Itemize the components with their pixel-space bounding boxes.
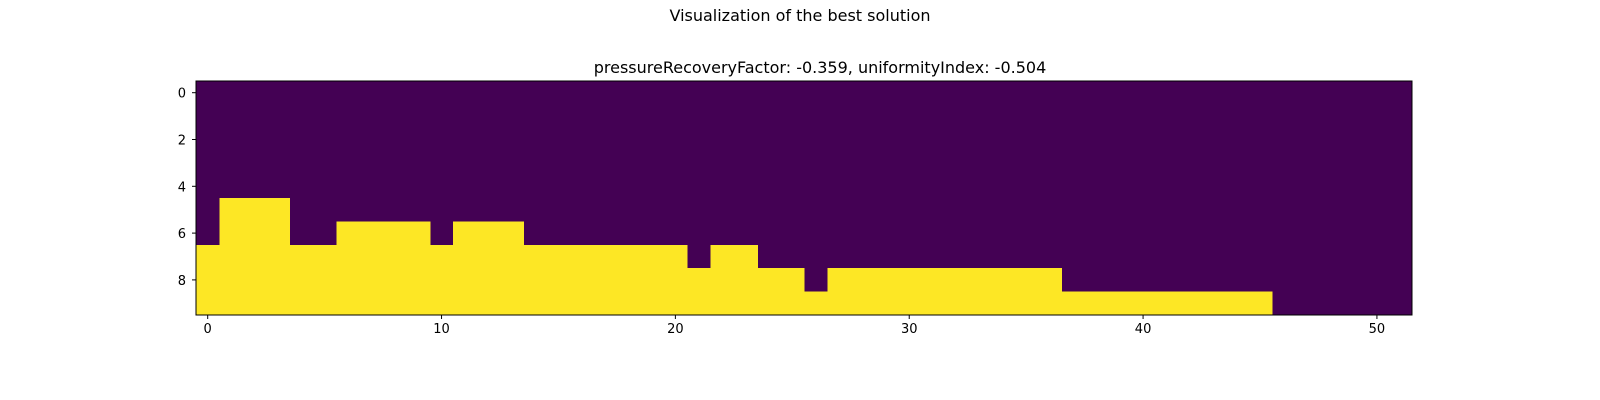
heatmap-cell-column (640, 244, 665, 315)
heatmap-cell-column (383, 221, 408, 315)
heatmap-cell-column (967, 268, 992, 315)
heatmap-cell-column (1131, 291, 1156, 315)
x-tick-label: 10 (433, 322, 450, 337)
heatmap-cell-column (991, 268, 1016, 315)
heatmap-cell-column (429, 244, 454, 315)
heatmap-cell-column (242, 198, 267, 315)
x-tick-label: 50 (1369, 322, 1386, 337)
y-axis-ticks: 0 2 4 6 8 (178, 87, 196, 289)
heatmap-cells (196, 81, 1412, 315)
heatmap-cell-column (1154, 291, 1179, 315)
x-tick-label: 0 (204, 322, 212, 337)
heatmap-cell-column (733, 244, 758, 315)
axes-title: pressureRecoveryFactor: -0.359, uniformi… (593, 58, 1047, 77)
axes-frame (195, 80, 1413, 316)
y-tick-label: 0 (178, 87, 186, 102)
heatmap-cell-column (920, 268, 945, 315)
heatmap-cell-column (1201, 291, 1226, 315)
y-tick-label: 2 (178, 134, 186, 149)
heatmap-cell-column (219, 198, 244, 315)
heatmap-cell-column (850, 268, 875, 315)
y-tick-label: 8 (178, 274, 186, 289)
heatmap-cell-column (336, 221, 361, 315)
heatmap-cell-column (570, 244, 595, 315)
heatmap-cell-column (476, 221, 501, 315)
heatmap-cell-column (757, 268, 782, 315)
y-tick-label: 4 (178, 180, 186, 195)
heatmap-cell-column (359, 221, 384, 315)
x-axis-ticks: 0 10 20 30 40 50 (204, 315, 1386, 337)
x-tick-label: 20 (667, 322, 684, 337)
heatmap-cell-column (1061, 291, 1086, 315)
heatmap-cell-column (1224, 291, 1249, 315)
heatmap-cell-column (663, 244, 688, 315)
heatmap-cell-column (453, 221, 478, 315)
heatmap-cell-column (1108, 291, 1132, 315)
heatmap-cell-column (196, 244, 220, 315)
heatmap-cell-column (593, 244, 618, 315)
x-tick-label: 30 (901, 322, 918, 337)
heatmap-cell-column (827, 268, 852, 315)
heatmap-cell-column (312, 244, 337, 315)
heatmap-cell-column (1037, 268, 1062, 315)
heatmap-cell-column (874, 268, 899, 315)
heatmap-cell-column (406, 221, 431, 315)
y-tick-label: 6 (178, 227, 186, 242)
figure-suptitle: Visualization of the best solution (669, 6, 931, 25)
heatmap-cell-column (523, 244, 548, 315)
heatmap-cell-column (500, 221, 524, 315)
heatmap-cell-column (1014, 268, 1039, 315)
heatmap-cell-column (710, 244, 735, 315)
heatmap-cell-column (944, 268, 969, 315)
heatmap-cell-column (687, 268, 712, 315)
heatmap-cell-column (546, 244, 571, 315)
heatmap-cell-column (1248, 291, 1273, 315)
heatmap-cell-column (804, 291, 828, 315)
heatmap-cell-column (1084, 291, 1109, 315)
heatmap-cell-column (1178, 291, 1203, 315)
heatmap-cell-column (780, 268, 805, 315)
x-tick-label: 40 (1135, 322, 1152, 337)
heatmap-cell-column (289, 244, 314, 315)
heatmap-cell-column (897, 268, 922, 315)
heatmap-cell-column (266, 198, 291, 315)
heatmap-cell-column (616, 244, 641, 315)
